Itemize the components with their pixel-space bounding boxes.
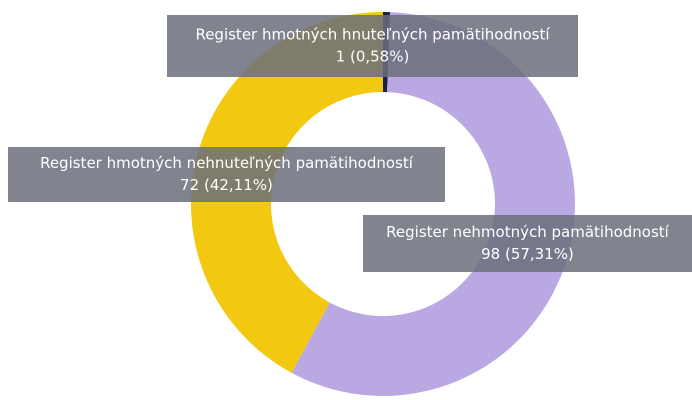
label-name: Register nehmotných pamätihodností [386,223,669,241]
label-box [167,15,578,77]
label-value: 98 (57,31%) [481,245,574,263]
label-box [8,147,445,202]
slice [191,12,383,373]
label-name: Register hmotných nehnuteľných pamätihod… [40,154,414,172]
label-value: 72 (42,11%) [180,176,273,194]
label-value: 1 (0,58%) [336,48,410,66]
labels: Register hmotných hnuteľných pamätihodno… [8,15,692,272]
slice [291,12,576,397]
label-name: Register hmotných hnuteľných pamätihodno… [195,26,550,44]
label-box [363,215,692,272]
